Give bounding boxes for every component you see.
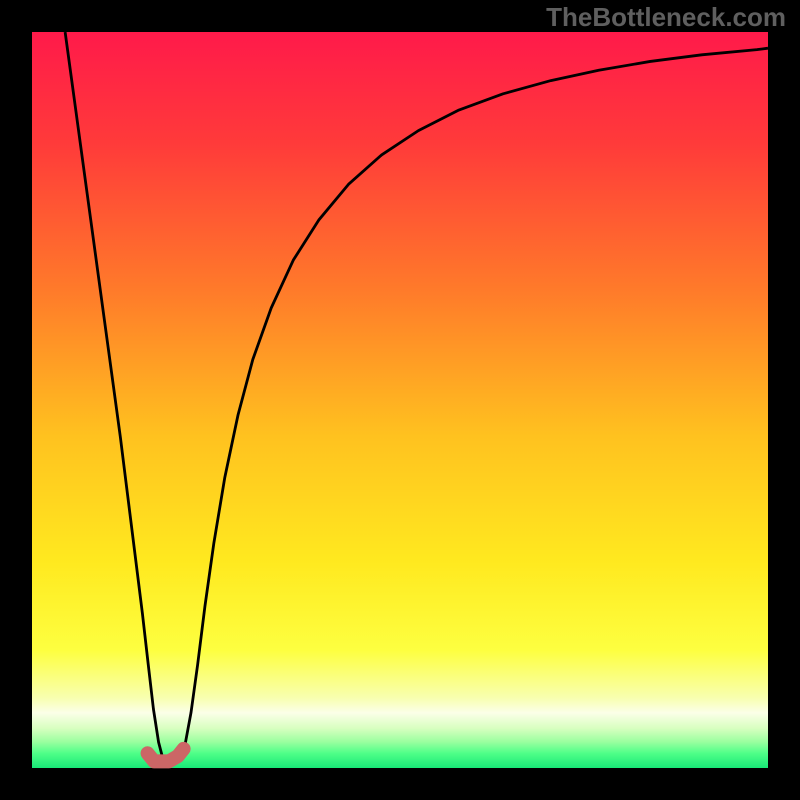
watermark-text: TheBottleneck.com (546, 2, 786, 33)
chart-container: TheBottleneck.com (0, 0, 800, 800)
bottleneck-chart-svg (0, 0, 800, 800)
